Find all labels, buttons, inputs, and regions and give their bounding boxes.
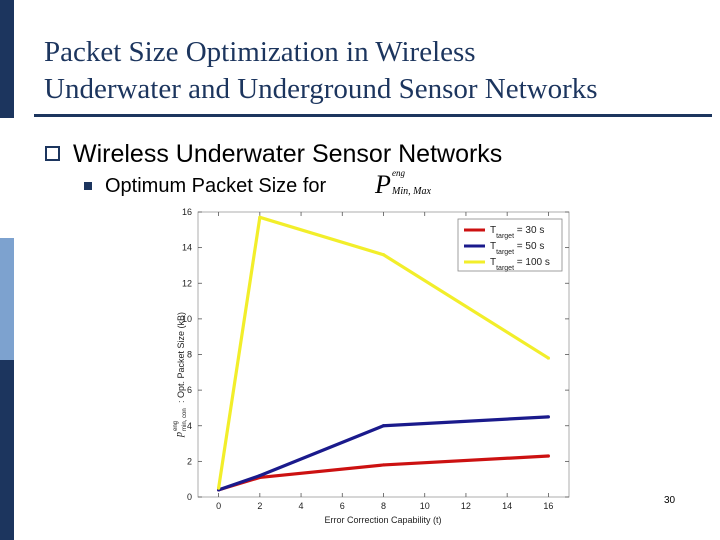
series-line-3 [217,215,550,489]
x-tick-label: 12 [461,501,471,511]
accent-segment-white [0,118,14,238]
y-tick-label: 16 [182,207,192,217]
y-tick-label: 0 [187,492,192,502]
x-tick-label: 0 [216,501,221,511]
legend-label: Ttarget = 30 s [490,225,544,240]
slide-title-line1: Packet Size Optimization in Wireless [44,36,476,68]
bullet-level1-text: Wireless Underwater Sensor Networks [73,140,503,168]
y-tick-label: 12 [182,278,192,288]
series-lines [217,215,550,492]
legend-label: Ttarget = 50 s [490,241,544,256]
y-axis-symbol-sub: min, con [182,408,188,431]
data-point [546,415,550,419]
accent-segment-bottom [0,360,14,540]
data-point [258,215,262,219]
y-tick-label: 14 [182,243,192,253]
x-tick-label: 2 [257,501,262,511]
slide-title: Packet Size Optimization in Wireless Und… [44,34,704,108]
accent-segment-top [0,0,14,118]
math-base: P [375,170,391,199]
series-line-2 [218,415,549,492]
y-tick-label: 4 [187,421,192,431]
legend-label: Ttarget = 100 s [490,257,550,272]
math-expression: P eng Min, Max [375,168,431,200]
x-tick-label: 4 [299,501,304,511]
y-tick-label: 8 [187,350,192,360]
data-point [546,454,550,458]
y-tick-label: 10 [182,314,192,324]
data-point [381,253,386,257]
page-number: 30 [664,495,676,506]
y-axis-symbol-sup: eng [173,421,179,431]
y-tick-label: 6 [187,385,192,395]
x-tick-label: 14 [502,501,512,511]
axis-ticks: 0 2 4 6 8 10 12 14 16 0 2 4 6 8 10 12 14 16 [182,207,569,511]
line-chart: p eng min, con : Opt. Packet Size (kB) E… [173,207,570,525]
x-tick-label: 16 [543,501,553,511]
y-axis-label: : Opt. Packet Size (kB) [176,312,186,403]
slide-title-line2: Underwater and Underground Sensor Networ… [44,73,598,105]
y-tick-label: 2 [187,456,192,466]
x-tick-label: 6 [340,501,345,511]
data-point [217,486,221,490]
x-tick-label: 10 [420,501,430,511]
bullet-level2-text: Optimum Packet Size for [105,175,327,197]
x-tick-label: 8 [381,501,386,511]
data-point [258,474,262,478]
math-subscript: Min, Max [392,186,431,197]
hollow-square-bullet-icon [45,146,60,161]
math-superscript: eng [392,168,405,178]
data-point [546,356,550,360]
left-accent-strip [0,0,14,540]
title-divider [34,114,712,117]
data-point [381,424,386,428]
x-axis-label: Error Correction Capability (t) [324,515,441,525]
data-point [381,463,386,467]
y-axis-symbol-base: p [174,432,185,438]
accent-segment-light [0,238,14,360]
y-axis-title: p eng min, con : Opt. Packet Size (kB) [173,312,188,438]
filled-square-bullet-icon [84,182,92,190]
